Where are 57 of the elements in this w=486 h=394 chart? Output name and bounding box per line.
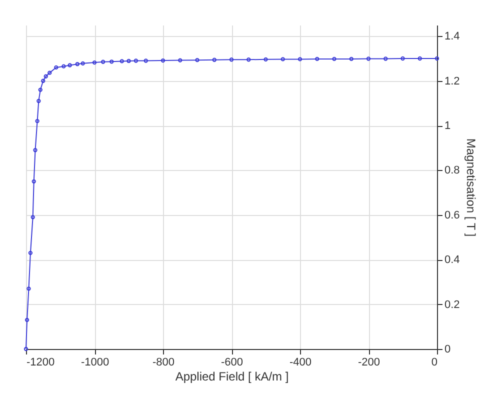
point: [80, 61, 85, 66]
y-axis-title: Magnetisation [ T ]: [464, 138, 478, 237]
x-tick-label: -400: [289, 356, 312, 368]
point: [332, 56, 336, 62]
point: [110, 60, 114, 64]
point: [24, 318, 30, 322]
point: [92, 60, 97, 65]
point: [212, 58, 216, 62]
x-tick-label: -200: [358, 356, 380, 368]
y-tick-label: 0.2: [444, 298, 460, 311]
y-tick-label: 0.6: [444, 209, 460, 222]
point: [54, 65, 58, 70]
point: [315, 56, 320, 62]
point: [418, 56, 422, 61]
x-tick-label: -1200: [26, 356, 55, 368]
x-tick-label: -1000: [80, 356, 110, 368]
point: [100, 60, 106, 64]
x-tick-label: -600: [220, 356, 244, 368]
point: [144, 58, 148, 63]
point: [28, 250, 33, 255]
point: [349, 56, 354, 62]
point: [33, 148, 38, 152]
y-tick-label: 1.2: [444, 75, 460, 88]
point: [400, 56, 405, 61]
x-tick-label: 0: [431, 356, 438, 368]
point: [30, 215, 35, 220]
point: [264, 57, 268, 62]
point: [134, 58, 138, 63]
point: [32, 179, 36, 184]
point: [160, 58, 166, 63]
point: [280, 57, 285, 62]
x-tick-label: -800: [152, 356, 175, 368]
point: [178, 58, 182, 62]
x-axis-title: Applied Field [ kA/m ]: [175, 370, 289, 384]
point: [195, 58, 200, 62]
point: [41, 78, 46, 83]
y-tick-label: 1: [444, 120, 451, 132]
point: [38, 88, 42, 92]
y-tick-label: 0.8: [444, 164, 460, 177]
point: [246, 58, 251, 62]
point: [75, 62, 80, 66]
point: [26, 286, 31, 291]
point: [36, 98, 41, 104]
y-tick-label: 1.4: [444, 30, 460, 43]
point: [62, 64, 66, 68]
point: [48, 70, 52, 75]
point: [35, 119, 40, 124]
point: [126, 58, 131, 64]
y-tick-label: 0.4: [444, 254, 460, 266]
point: [229, 58, 234, 62]
y-tick-label: 0: [444, 344, 451, 356]
point: [68, 63, 72, 68]
point: [298, 57, 302, 62]
point: [44, 74, 48, 78]
point: [120, 59, 124, 64]
point: [384, 56, 388, 61]
point: [366, 56, 371, 61]
